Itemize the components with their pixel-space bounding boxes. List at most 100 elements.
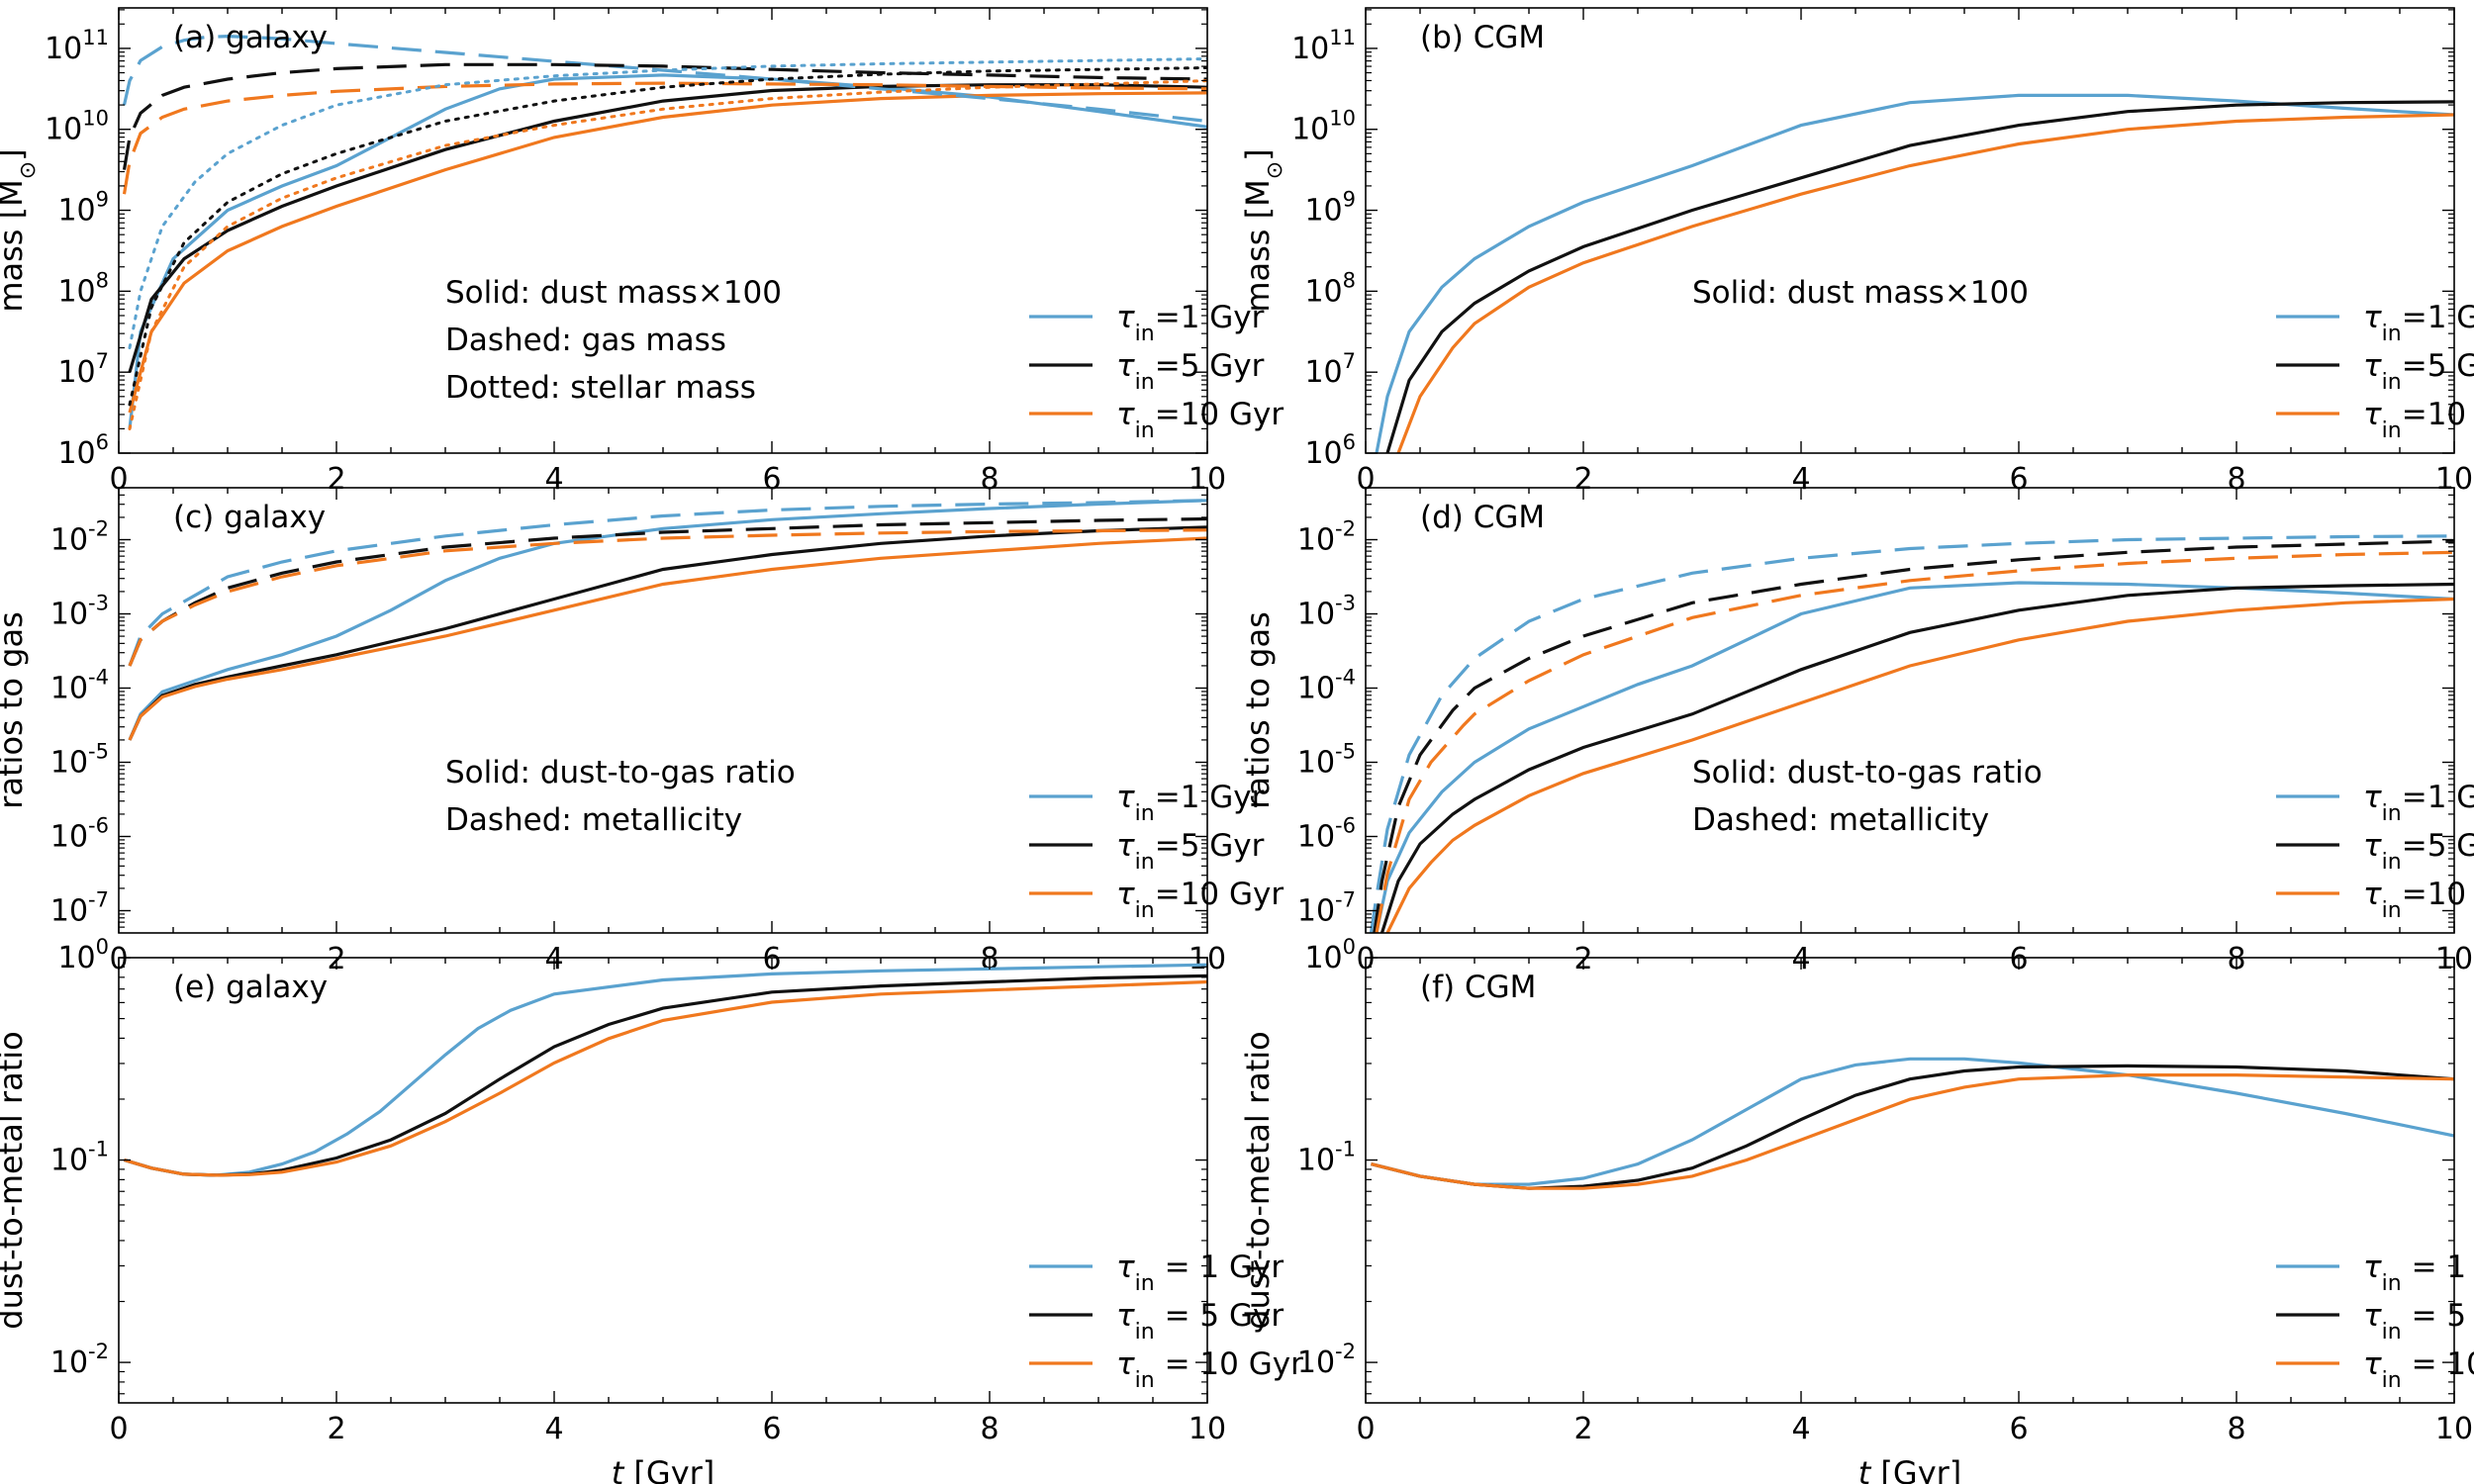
legend-label-part: = 5 Gyr (1155, 1298, 1285, 1334)
series-line-d-2 (1385, 597, 2454, 933)
panel-title: (e) galaxy (173, 970, 328, 1005)
series-line-d-1 (1380, 582, 2454, 933)
x-axis-label: t [Gyr] (1858, 1454, 1962, 1484)
legend-label-part: =5 Gyr (2402, 828, 2474, 864)
y-tick-exponent: 0 (1343, 935, 1356, 959)
series-line-c-5 (128, 528, 1207, 667)
legend-label-part: =1 Gyr (1155, 780, 1265, 815)
y-tick-exponent: -2 (88, 517, 109, 541)
y-tick-base: 10 (1297, 1345, 1335, 1380)
legend-label: τin = 5 Gyr (2363, 1298, 2474, 1345)
y-tick-base: 10 (50, 820, 88, 855)
y-tick-base: 10 (57, 355, 95, 390)
legend-label: τin = 1 Gyr (1116, 1250, 1284, 1296)
x-tick-label: 0 (109, 1412, 128, 1446)
y-tick-label: 10-2 (1297, 517, 1356, 558)
series-line-f-1 (1371, 1064, 2454, 1190)
series-line-b-2 (1396, 113, 2454, 453)
x-tick-label: 10 (2435, 1412, 2473, 1446)
legend-label-part: in (1135, 1271, 1155, 1296)
annotation-note: Solid: dust mass×100 (1692, 275, 2029, 311)
x-axis-label-part: [Gyr] (623, 1454, 714, 1484)
legend-label-part: =10 Gyr (2402, 877, 2474, 912)
y-tick-exponent: -4 (1335, 666, 1356, 690)
series-line-d-0 (1375, 581, 2454, 933)
annotation-note: Dashed: metallicity (445, 802, 742, 838)
y-tick-base: 10 (1297, 1144, 1335, 1178)
legend-label-part: τ (2363, 1250, 2382, 1285)
legend-label-part: in (1135, 850, 1155, 875)
legend-label: τin = 5 Gyr (1116, 1298, 1284, 1345)
y-tick-exponent: 8 (96, 268, 109, 292)
y-tick-exponent: -7 (88, 888, 109, 912)
x-axis-label-part: t (1858, 1454, 1872, 1484)
annotation-note: Solid: dust-to-gas ratio (445, 755, 796, 790)
legend-label-part: τ (2363, 877, 2382, 912)
y-tick-base: 10 (45, 113, 82, 147)
y-tick-exponent: -6 (1335, 814, 1356, 838)
legend-label: τin=1 Gyr (1116, 780, 1265, 826)
y-tick-label: 1011 (1291, 26, 1356, 66)
plot-frame (1365, 487, 2455, 934)
series-line-c-4 (128, 516, 1207, 667)
series-group (128, 499, 1207, 741)
y-tick-label: 10-3 (1297, 592, 1356, 632)
y-tick-base: 10 (1291, 32, 1329, 66)
y-tick-label: 10-1 (50, 1138, 109, 1178)
y-tick-label: 1010 (1291, 107, 1356, 147)
y-tick-exponent: 6 (96, 430, 109, 454)
y-tick-label: 10-6 (1297, 814, 1356, 855)
y-tick-exponent: -3 (88, 592, 109, 615)
legend-label-part: in (2382, 370, 2402, 395)
legend-label-part: = 10 Gyr (2402, 1346, 2474, 1382)
legend-label-part: in (2382, 418, 2402, 443)
legend-label: τin=10 Gyr (1116, 397, 1284, 443)
x-tick-label: 8 (2227, 1412, 2245, 1446)
legend-label-part: τ (2363, 1346, 2382, 1382)
y-tick-exponent: 0 (96, 935, 109, 959)
y-axis-label: dust-to-metal ratio (1239, 1031, 1277, 1329)
y-tick-exponent: -2 (1335, 517, 1356, 541)
legend-label-part: in (2382, 322, 2402, 346)
legend-label-part: = 10 Gyr (1155, 1346, 1303, 1382)
legend-label-part: τ (1116, 1346, 1135, 1382)
y-tick-label: 106 (1304, 430, 1356, 471)
panel-title: (f) CGM (1420, 970, 1536, 1005)
y-tick-label: 10-2 (50, 517, 109, 558)
y-tick-base: 10 (1297, 672, 1335, 706)
plot-frame (1365, 957, 2455, 1404)
series-line-b-1 (1385, 100, 2454, 453)
y-tick-base: 10 (57, 436, 95, 471)
y-axis-label-part: ] (0, 148, 30, 160)
annotation-note: Dotted: stellar mass (445, 370, 756, 406)
legend-label-part: in (2382, 1368, 2402, 1393)
legend-label-part: =5 Gyr (1155, 828, 1265, 864)
legend-label: τin=10 Gyr (2363, 397, 2474, 443)
legend-label: τin = 1 Gyr (2363, 1250, 2474, 1296)
legend-label-part: in (2382, 1320, 2402, 1345)
y-axis-label: ratios to gas (1239, 611, 1277, 809)
series-line-d-5 (1375, 550, 2454, 933)
series-line-f-0 (1371, 1057, 2454, 1186)
legend-label-part: in (2382, 801, 2402, 826)
y-axis-label-part: dust-to-metal ratio (0, 1031, 30, 1329)
y-tick-label: 1011 (45, 26, 109, 66)
y-axis-label-part: ⊙ (16, 161, 41, 179)
y-axis-label-part: mass [M (0, 179, 30, 312)
y-tick-exponent: -1 (88, 1138, 109, 1161)
series-line-a-4 (122, 62, 1207, 170)
y-tick-label: 109 (1304, 188, 1356, 229)
y-tick-exponent: -5 (1335, 740, 1356, 764)
x-tick-label: 6 (762, 1412, 781, 1446)
x-axis-label-part: [Gyr] (1870, 1454, 1961, 1484)
y-tick-exponent: 9 (1343, 188, 1356, 212)
y-tick-base: 10 (50, 523, 88, 558)
x-axis-label-part: t (612, 1454, 625, 1484)
x-axis-label: t [Gyr] (612, 1454, 715, 1484)
legend-label: τin=1 Gyr (2363, 780, 2474, 826)
